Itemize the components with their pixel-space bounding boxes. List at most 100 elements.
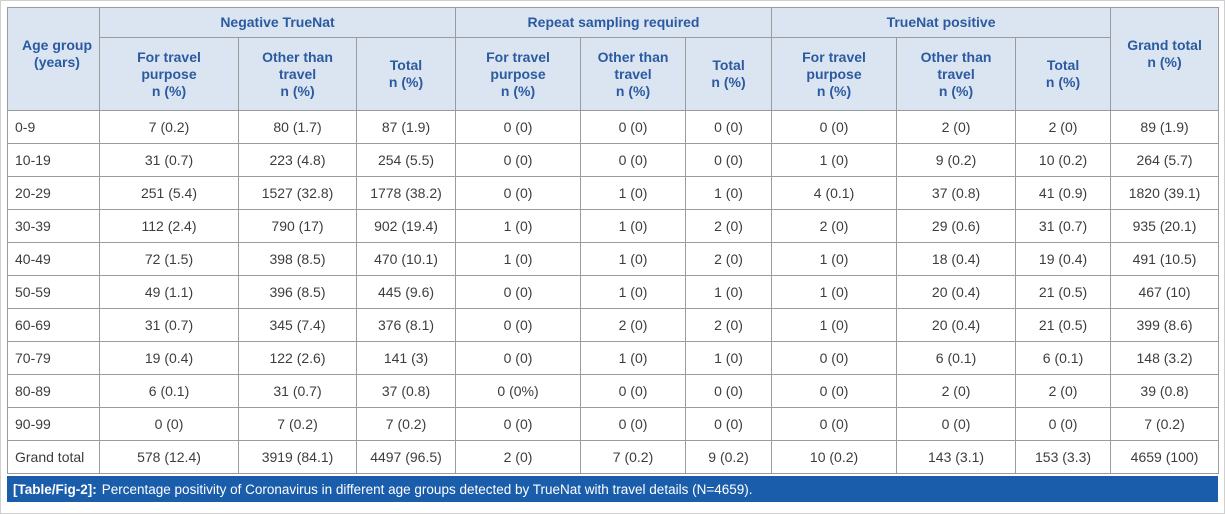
data-cell: 223 (4.8) [238, 143, 357, 177]
data-cell: 1 (0) [771, 242, 898, 276]
age-group-cell: 90-99 [7, 407, 100, 441]
column-header-unit: n (%) [711, 74, 746, 90]
data-cell: 20 (0.4) [896, 308, 1017, 342]
data-cell: 9 (0.2) [896, 143, 1017, 177]
data-cell: 122 (2.6) [238, 341, 357, 375]
grand-total-header: Grand total n (%) [1110, 7, 1220, 111]
data-cell: 1820 (39.1) [1110, 176, 1220, 210]
column-header-pos-travel: For travel purpose n (%) [771, 37, 898, 111]
column-header-label: For travel purpose [137, 48, 201, 82]
column-header-label: Other than travel [262, 48, 333, 82]
data-cell: 2 (0) [685, 308, 773, 342]
data-cell: 0 (0) [455, 341, 582, 375]
column-header-unit: n (%) [151, 82, 187, 99]
table-row: Grand total 578 (12.4) 3919 (84.1) 4497 (96… [7, 440, 1220, 474]
data-cell: 7 (0.2) [580, 440, 687, 474]
data-cell: 0 (0) [580, 143, 687, 177]
data-cell: 9 (0.2) [685, 440, 773, 474]
table-row: 30-39 112 (2.4) 790 (17) 902 (19.4) 1 (0) 1 (… [7, 209, 1220, 243]
data-cell: 396 (8.5) [238, 275, 357, 309]
data-cell: 2 (0) [1015, 110, 1112, 144]
column-header-unit: n (%) [388, 74, 424, 90]
data-cell: 21 (0.5) [1015, 308, 1112, 342]
data-cell: 1 (0) [580, 176, 687, 210]
data-cell: 1 (0) [685, 176, 773, 210]
data-cell: 0 (0) [99, 407, 239, 441]
data-cell: 1 (0) [455, 209, 582, 243]
column-header-unit: n (%) [816, 82, 852, 99]
data-cell: 345 (7.4) [238, 308, 357, 342]
data-cell: 445 (9.6) [355, 275, 457, 309]
column-header-neg-total: Total n (%) [355, 37, 457, 111]
data-cell: 467 (10) [1110, 275, 1220, 309]
column-header-label: Total [389, 57, 423, 73]
column-header-unit: n (%) [615, 82, 651, 99]
data-cell: 20 (0.4) [896, 275, 1017, 309]
column-header-rep-other: Other than travel n (%) [580, 37, 687, 111]
table-row: 0-9 7 (0.2) 80 (1.7) 87 (1.9) 0 (0) 0 (0) 0 (0… [7, 110, 1220, 144]
group-header-truenat-positive: TrueNat positive [771, 7, 1112, 38]
data-cell: 1 (0) [771, 143, 898, 177]
data-cell: 3919 (84.1) [238, 440, 357, 474]
age-group-cell: 0-9 [7, 110, 100, 144]
column-header-label: For travel purpose [802, 48, 866, 82]
data-cell: 7 (0.2) [1110, 407, 1220, 441]
age-group-cell: 10-19 [7, 143, 100, 177]
data-cell: 1 (0) [580, 242, 687, 276]
data-cell: 0 (0) [580, 110, 687, 144]
data-cell: 153 (3.3) [1015, 440, 1112, 474]
data-cell: 2 (0) [1015, 374, 1112, 408]
data-cell: 2 (0) [896, 374, 1017, 408]
column-header-rep-travel: For travel purpose n (%) [455, 37, 582, 111]
data-cell: 141 (3) [355, 341, 457, 375]
data-cell: 0 (0) [771, 374, 898, 408]
data-cell: 6 (0.1) [99, 374, 239, 408]
age-group-header-line2: (years) [34, 54, 80, 70]
table-row: 40-49 72 (1.5) 398 (8.5) 470 (10.1) 1 (0) 1 (… [7, 242, 1220, 276]
data-cell: 264 (5.7) [1110, 143, 1220, 177]
data-cell: 31 (0.7) [99, 308, 239, 342]
data-cell: 31 (0.7) [1015, 209, 1112, 243]
data-cell: 1 (0) [771, 275, 898, 309]
group-header-repeat-sampling: Repeat sampling required [455, 7, 773, 38]
column-header-label: Total [712, 57, 745, 73]
column-header-rep-total: Total n (%) [685, 37, 773, 111]
data-cell: 0 (0) [455, 176, 582, 210]
table-row: 90-99 0 (0) 7 (0.2) 7 (0.2) 0 (0) 0 (0) 0 (0) 0… [7, 407, 1220, 441]
group-header-row: Age group (years) Negative TrueNat Repea… [7, 7, 1220, 111]
data-cell: 254 (5.5) [355, 143, 457, 177]
data-cell: 2 (0) [685, 209, 773, 243]
age-group-cell: 30-39 [7, 209, 100, 243]
data-cell: 19 (0.4) [99, 341, 239, 375]
age-group-cell: 70-79 [7, 341, 100, 375]
table-row: 50-59 49 (1.1) 396 (8.5) 445 (9.6) 0 (0) 1 (0… [7, 275, 1220, 309]
data-cell: 10 (0.2) [1015, 143, 1112, 177]
data-cell: 6 (0.1) [1015, 341, 1112, 375]
data-cell: 1 (0) [455, 242, 582, 276]
data-cell: 49 (1.1) [99, 275, 239, 309]
data-cell: 0 (0) [771, 341, 898, 375]
data-cell: 398 (8.5) [238, 242, 357, 276]
data-cell: 1 (0) [580, 275, 687, 309]
table-body: 0-9 7 (0.2) 80 (1.7) 87 (1.9) 0 (0) 0 (0) 0 (0… [7, 110, 1220, 474]
data-cell: 0 (0) [580, 407, 687, 441]
data-cell: 251 (5.4) [99, 176, 239, 210]
data-cell: 143 (3.1) [896, 440, 1017, 474]
data-cell: 1527 (32.8) [238, 176, 357, 210]
data-cell: 2 (0) [455, 440, 582, 474]
grand-total-header-line2: n (%) [1147, 54, 1182, 70]
data-cell: 72 (1.5) [99, 242, 239, 276]
data-cell: 39 (0.8) [1110, 374, 1220, 408]
data-cell: 0 (0) [771, 110, 898, 144]
age-group-header: Age group (years) [7, 7, 100, 111]
data-cell: 2 (0) [896, 110, 1017, 144]
age-group-cell: 50-59 [7, 275, 100, 309]
data-cell: 0 (0) [685, 143, 773, 177]
data-cell: 0 (0) [685, 374, 773, 408]
data-cell: 7 (0.2) [99, 110, 239, 144]
data-cell: 37 (0.8) [896, 176, 1017, 210]
data-cell: 19 (0.4) [1015, 242, 1112, 276]
group-header-negative-truenat: Negative TrueNat [98, 7, 457, 38]
data-cell: 2 (0) [580, 308, 687, 342]
